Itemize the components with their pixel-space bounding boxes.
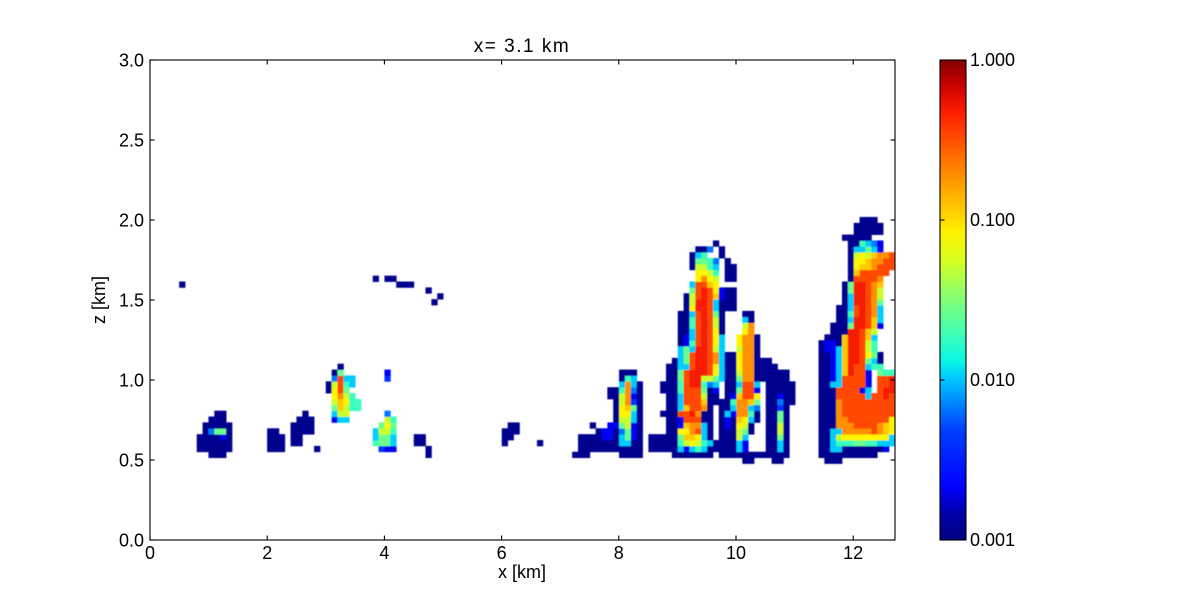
svg-text:0.0: 0.0 — [119, 531, 144, 551]
svg-text:3.0: 3.0 — [119, 51, 144, 71]
svg-text:12: 12 — [843, 543, 863, 563]
svg-text:1.5: 1.5 — [119, 291, 144, 311]
svg-text:8: 8 — [614, 543, 624, 563]
svg-text:1.0: 1.0 — [119, 371, 144, 391]
svg-text:0.100: 0.100 — [970, 210, 1015, 230]
svg-text:6: 6 — [497, 543, 507, 563]
svg-text:x= 3.1 km: x= 3.1 km — [474, 36, 570, 57]
svg-text:2: 2 — [262, 543, 272, 563]
svg-text:0.5: 0.5 — [119, 451, 144, 471]
svg-text:2.5: 2.5 — [119, 131, 144, 151]
svg-text:x [km]: x [km] — [498, 562, 546, 582]
svg-text:0.001: 0.001 — [970, 530, 1015, 550]
svg-text:4: 4 — [379, 543, 389, 563]
svg-text:1.000: 1.000 — [970, 50, 1015, 70]
svg-text:0: 0 — [145, 543, 155, 563]
svg-text:0.010: 0.010 — [970, 370, 1015, 390]
svg-text:10: 10 — [726, 543, 746, 563]
svg-text:2.0: 2.0 — [119, 211, 144, 231]
svg-text:z [km]: z [km] — [89, 276, 109, 324]
